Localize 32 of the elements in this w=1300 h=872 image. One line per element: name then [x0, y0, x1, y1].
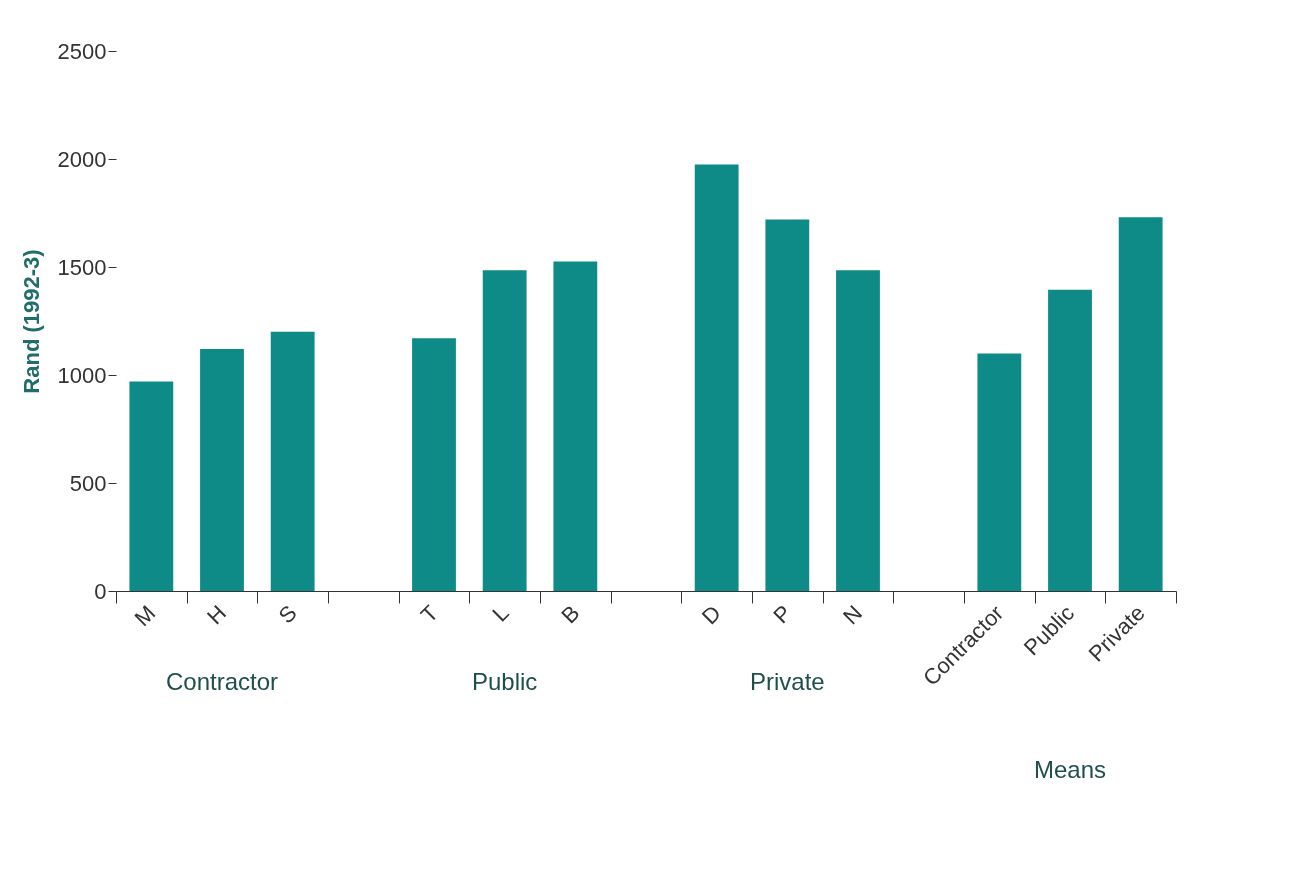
y-tick-label: 0 [94, 578, 107, 604]
bar [129, 381, 174, 591]
bar [270, 331, 315, 591]
bar [553, 261, 598, 591]
y-tick-label: 2500 [57, 38, 107, 64]
bar [836, 270, 880, 591]
bar [412, 338, 456, 591]
x-tick-label: P [768, 600, 797, 629]
text: Private [749, 668, 825, 695]
bar [977, 353, 1022, 591]
y-tick-label: 1500 [57, 254, 107, 280]
x-tick-label: B [556, 600, 585, 629]
bar [482, 270, 527, 591]
bar [200, 349, 244, 591]
x-tick-label: S [273, 600, 302, 629]
x-tick-label: M [129, 600, 161, 631]
x-tick-label: L [487, 600, 514, 627]
bar [694, 164, 739, 591]
x-tick-label: H [202, 600, 231, 630]
x-tick-label: N [838, 600, 867, 630]
x-tick-label: D [696, 600, 726, 630]
y-axis-title: Rand (1992-3) [18, 249, 44, 394]
bar [1048, 289, 1092, 591]
text: Public [471, 668, 538, 695]
y-tick-label: 2000 [57, 146, 107, 172]
x-tick-label: T [415, 600, 443, 628]
bar [1118, 217, 1163, 591]
text: Contractor [165, 668, 279, 695]
text: Means [1033, 756, 1107, 783]
y-tick-label: 1000 [57, 362, 107, 388]
bar [765, 219, 810, 591]
y-tick-label: 500 [69, 470, 107, 496]
